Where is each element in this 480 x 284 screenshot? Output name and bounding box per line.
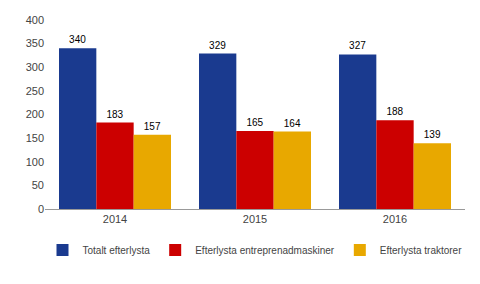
svg-text:164: 164: [284, 118, 301, 129]
svg-text:188: 188: [386, 106, 403, 117]
svg-text:350: 350: [26, 37, 44, 49]
svg-text:327: 327: [349, 40, 366, 51]
svg-text:Totalt efterlysta: Totalt efterlysta: [83, 245, 151, 256]
svg-text:0: 0: [38, 203, 44, 215]
svg-text:250: 250: [26, 85, 44, 97]
svg-text:329: 329: [209, 40, 226, 51]
svg-text:200: 200: [26, 108, 44, 120]
svg-text:Efterlysta entreprenadmaskiner: Efterlysta entreprenadmaskiner: [195, 245, 335, 256]
svg-text:340: 340: [69, 34, 86, 45]
svg-text:100: 100: [26, 156, 44, 168]
svg-text:2015: 2015: [243, 213, 267, 225]
svg-text:2014: 2014: [103, 213, 127, 225]
svg-text:165: 165: [246, 117, 263, 128]
svg-text:Efterlysta traktorer: Efterlysta traktorer: [380, 245, 462, 256]
svg-text:300: 300: [26, 61, 44, 73]
svg-text:150: 150: [26, 132, 44, 144]
svg-text:2016: 2016: [383, 213, 407, 225]
svg-text:400: 400: [26, 14, 44, 26]
svg-text:139: 139: [424, 129, 441, 140]
svg-text:50: 50: [32, 179, 44, 191]
svg-text:183: 183: [106, 109, 123, 120]
svg-text:157: 157: [144, 121, 161, 132]
